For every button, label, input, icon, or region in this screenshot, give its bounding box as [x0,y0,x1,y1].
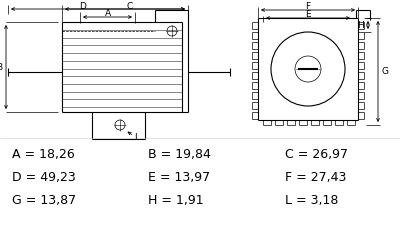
Text: H: H [358,20,364,29]
Text: A = 18,26: A = 18,26 [12,148,75,161]
Text: H = 1,91: H = 1,91 [148,194,204,207]
Text: B = 19,84: B = 19,84 [148,148,211,161]
Text: G = 13,87: G = 13,87 [12,194,76,207]
Text: D = 49,23: D = 49,23 [12,171,76,184]
Text: A: A [104,8,110,17]
Text: C = 26,97: C = 26,97 [285,148,348,161]
Text: E = 13,97: E = 13,97 [148,171,210,184]
Text: C: C [127,1,133,10]
Text: L = 3,18: L = 3,18 [285,194,338,207]
Text: F = 27,43: F = 27,43 [285,171,346,184]
Text: D: D [80,1,86,10]
Text: F: F [306,1,310,10]
Text: G: G [382,67,388,76]
Text: B: B [0,62,2,71]
Text: L: L [134,132,139,141]
Text: E: E [305,9,311,18]
